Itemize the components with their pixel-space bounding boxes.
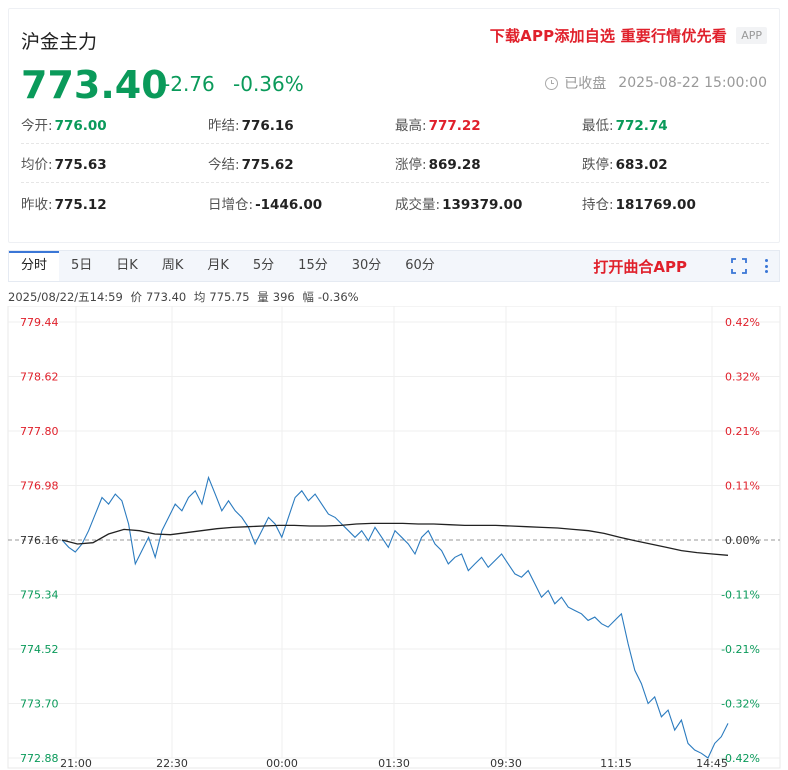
info-price-label: 价	[130, 290, 142, 304]
y-tick-right: 0.32%	[725, 371, 760, 384]
y-tick-left: 777.80	[20, 425, 59, 438]
quote-oi-change: 日增仓: -1446.00	[208, 196, 323, 213]
y-tick-right: 0.42%	[725, 316, 760, 329]
quote-limit-down: 跌停: 683.02	[582, 157, 668, 173]
info-amp: -0.36%	[317, 290, 359, 304]
info-avg-label: 均	[193, 290, 206, 304]
x-tick-label: 14:45	[696, 757, 728, 770]
quote-grid: 今开: 776.00 昨结: 776.16 最高: 777.22 最低: 772.74 …	[21, 105, 769, 222]
y-tick-right: 0.00%	[725, 534, 760, 547]
y-tick-left: 776.16	[20, 534, 59, 547]
x-tick-label: 00:00	[266, 757, 298, 770]
tab-daily-k[interactable]: 日K	[116, 258, 138, 273]
quote-volume: 成交量: 139379.00	[395, 196, 523, 213]
y-tick-left: 774.52	[20, 643, 59, 656]
last-price: 773.40	[21, 63, 168, 107]
tab-15min[interactable]: 15分	[298, 258, 328, 273]
clock-icon	[545, 76, 559, 90]
quote-row: 昨收: 775.12 日增仓: -1446.00 成交量: 139379.00 持仓:…	[21, 183, 769, 222]
y-tick-right: 0.11%	[725, 480, 760, 493]
app-tag[interactable]: APP	[736, 27, 767, 44]
tab-intraday[interactable]: 分时	[9, 251, 60, 281]
quote-settle: 今结: 775.62	[208, 157, 294, 173]
y-tick-left: 778.62	[20, 371, 59, 384]
y-tick-right: -0.11%	[721, 589, 760, 602]
more-icon[interactable]	[763, 257, 769, 275]
info-datetime: 2025/08/22/五14:59	[8, 290, 123, 304]
y-tick-left: 773.70	[20, 698, 59, 711]
download-app-promo[interactable]: 下载APP添加自选 重要行情优先看	[489, 27, 727, 45]
x-tick-label: 22:30	[156, 757, 188, 770]
status-datetime: 2025-08-22 15:00:00	[618, 75, 767, 91]
quote-row: 均价: 775.63 今结: 775.62 涨停: 869.28 跌停: 683.02	[21, 144, 769, 183]
quote-prev-close: 昨收: 775.12	[21, 196, 107, 213]
quote-row: 今开: 776.00 昨结: 776.16 最高: 777.22 最低: 772.74	[21, 105, 769, 144]
intraday-chart[interactable]: 779.44 0.42% 778.62 0.32% 777.80 0.21% 776.98 0…	[0, 306, 788, 770]
info-vol: 396	[272, 290, 295, 304]
x-tick-label: 09:30	[490, 757, 522, 770]
y-tick-right: -0.32%	[721, 698, 760, 711]
y-tick-right: 0.21%	[725, 425, 760, 438]
market-status: 已收盘 2025-08-22 15:00:00	[545, 73, 767, 93]
crosshair-info: 2025/08/22/五14:59 价 773.40 均 775.75 量 396 幅…	[8, 289, 363, 305]
quote-prev-settle: 昨结: 776.16	[208, 118, 294, 134]
tab-60min[interactable]: 60分	[405, 258, 435, 273]
chart-tabs: 分时 5日 日K 周K 月K 5分 15分 30分 60分 打开曲合APP	[8, 250, 780, 282]
quote-limit-up: 涨停: 869.28	[395, 157, 481, 173]
tab-5day[interactable]: 5日	[71, 258, 93, 273]
info-vol-label: 量	[257, 290, 269, 304]
price-change: -2.76	[163, 72, 215, 96]
y-tick-right: -0.42%	[721, 752, 760, 765]
quote-low: 最低: 772.74	[582, 118, 668, 134]
y-tick-left: 775.34	[20, 589, 59, 602]
info-price: 773.40	[145, 290, 187, 304]
quote-high: 最高: 777.22	[395, 118, 481, 134]
status-text: 已收盘	[564, 76, 607, 92]
tab-30min[interactable]: 30分	[351, 258, 382, 273]
instrument-title: 沪金主力	[21, 31, 98, 53]
y-tick-left: 776.98	[20, 480, 59, 493]
tab-monthly-k[interactable]: 月K	[207, 258, 229, 273]
quote-avg: 均价: 775.63	[21, 157, 107, 173]
quote-open-interest: 持仓: 181769.00	[582, 196, 696, 213]
y-tick-left: 779.44	[20, 316, 59, 329]
quote-card: 沪金主力 下载APP添加自选 重要行情优先看 APP 773.40 -2.76 …	[8, 8, 780, 243]
tab-weekly-k[interactable]: 周K	[161, 258, 184, 273]
quote-open: 今开: 776.00	[21, 118, 107, 134]
avg-price-line	[61, 522, 729, 556]
x-tick-label: 21:00	[60, 757, 92, 770]
y-tick-left: 772.88	[20, 752, 59, 765]
price-line	[61, 475, 729, 759]
fullscreen-icon[interactable]	[731, 258, 747, 274]
price-change-pct: -0.36%	[233, 72, 304, 96]
x-tick-label: 01:30	[378, 757, 410, 770]
info-amp-label: 幅	[302, 290, 314, 304]
open-app-link[interactable]: 打开曲合APP	[593, 258, 687, 276]
x-tick-label: 11:15	[600, 757, 632, 770]
info-avg: 775.75	[209, 290, 250, 304]
y-tick-right: -0.21%	[721, 643, 760, 656]
tab-5min[interactable]: 5分	[252, 258, 275, 273]
